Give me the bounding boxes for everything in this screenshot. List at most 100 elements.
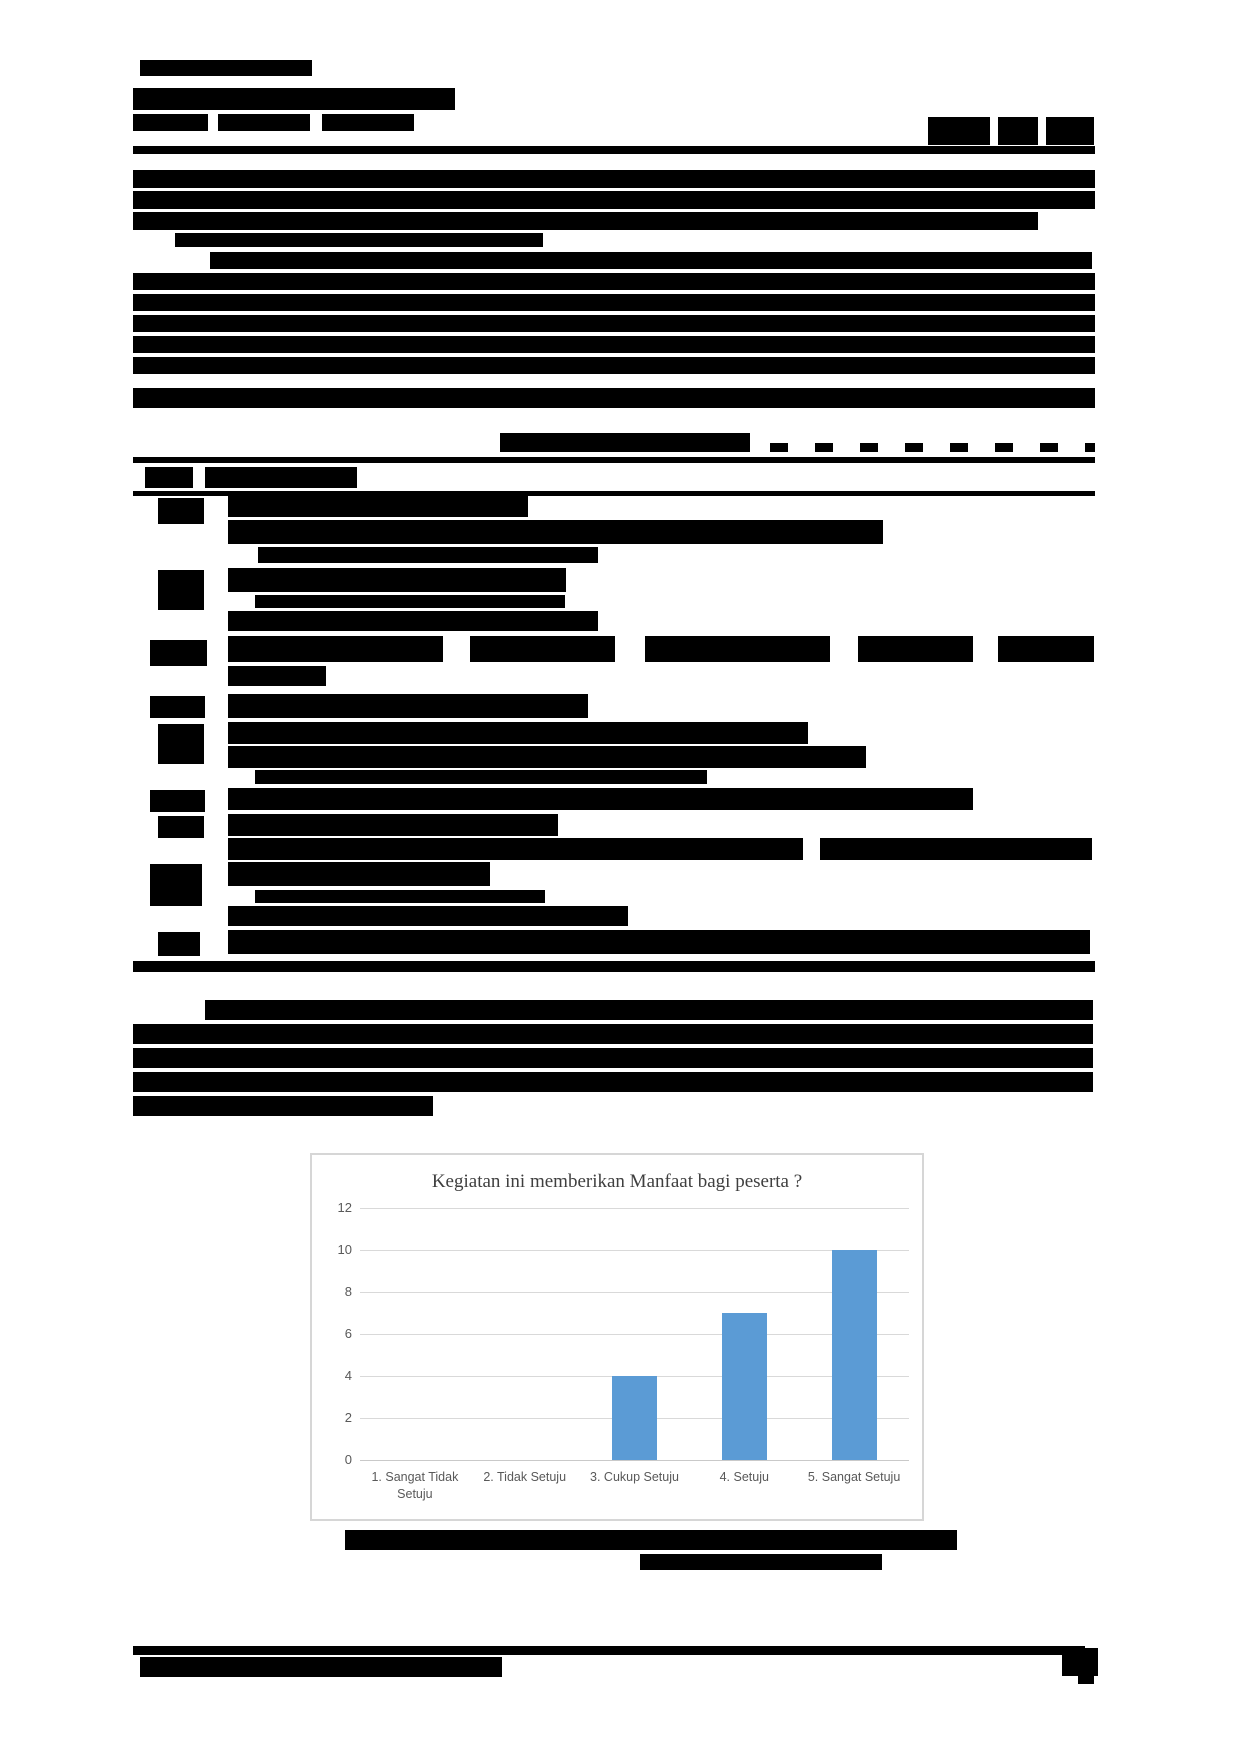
redacted-text-block (150, 864, 202, 906)
chart-title: Kegiatan ini memberikan Manfaat bagi pes… (431, 1171, 803, 1192)
redacted-text-block (205, 467, 357, 488)
y-axis-tick-label: 10 (337, 1242, 352, 1257)
redacted-text-block (133, 315, 1095, 332)
header-rule (133, 146, 1095, 154)
redacted-text-block (205, 1000, 1093, 1020)
redacted-text-block (228, 930, 1090, 954)
redacted-text-block (133, 1096, 433, 1116)
redacted-text-block (905, 443, 923, 452)
redacted-text-block (258, 547, 598, 563)
redacted-text-block (645, 636, 830, 662)
redacted-text-block (928, 117, 990, 145)
redacted-text-block (858, 636, 973, 662)
redacted-text-block (228, 746, 866, 768)
footer-rule (133, 1646, 1085, 1655)
redacted-text-block (470, 636, 615, 662)
redacted-text-block (158, 724, 204, 764)
redacted-text-block (998, 117, 1038, 145)
redacted-text-block (228, 666, 326, 686)
redacted-text-block (133, 336, 1095, 353)
redacted-heading-block (500, 433, 750, 452)
redacted-text-block (133, 1048, 1093, 1068)
redacted-text-block (1046, 117, 1094, 145)
redacted-text-block (150, 696, 205, 718)
y-axis-tick-label: 0 (344, 1452, 352, 1467)
redacted-text-block (995, 443, 1013, 452)
redacted-text-block (820, 838, 1092, 860)
redacted-page-number (1078, 1676, 1094, 1684)
redacted-text-block (228, 814, 558, 836)
bar-5 (831, 1250, 877, 1460)
redacted-text-block (228, 694, 588, 718)
redacted-text-block (860, 443, 878, 452)
redacted-text-block (228, 636, 443, 662)
y-axis-tick-label: 12 (337, 1200, 352, 1215)
redacted-text-block (133, 273, 1095, 290)
redacted-text-block (175, 233, 543, 247)
redacted-text-block (133, 388, 1095, 408)
redacted-text-block (150, 790, 205, 812)
redacted-caption-block (640, 1554, 882, 1570)
redacted-page-number (1062, 1648, 1098, 1676)
table-rule (133, 491, 1095, 496)
redacted-text-block (133, 114, 208, 131)
redacted-footer-text (140, 1657, 502, 1677)
x-axis-category-label: 4. Setuju (719, 1470, 769, 1484)
redacted-text-block (1040, 443, 1058, 452)
redacted-text-block (228, 838, 803, 860)
redacted-text-block (133, 1072, 1093, 1092)
redacted-text-block (815, 443, 833, 452)
x-axis-category-label: 5. Sangat Setuju (807, 1470, 901, 1484)
bar-4 (721, 1313, 767, 1460)
redacted-text-block (158, 498, 204, 524)
x-axis-category-label: 2. Tidak Setuju (483, 1470, 567, 1484)
redacted-text-block (133, 357, 1095, 374)
redacted-text-block (352, 96, 364, 105)
x-axis-line (360, 1460, 909, 1461)
redacted-text-block (770, 443, 788, 452)
redacted-text-block (133, 212, 1038, 230)
redacted-text-block (133, 88, 455, 110)
redacted-text-block (228, 495, 528, 517)
bar-3 (612, 1376, 657, 1460)
redacted-text-block (998, 636, 1094, 662)
gridline (360, 1334, 909, 1335)
redacted-text-block (133, 294, 1095, 311)
redacted-text-block (1085, 443, 1095, 452)
redacted-text-block (210, 252, 1092, 269)
redacted-text-block (950, 443, 968, 452)
redacted-text-block (158, 932, 200, 956)
redacted-text-block (228, 722, 808, 744)
redacted-text-block (255, 890, 545, 903)
x-axis-category-label: 3. Cukup Setuju (590, 1470, 679, 1484)
redacted-text-block (255, 595, 565, 608)
redacted-text-block (228, 520, 883, 544)
redacted-text-block (228, 568, 566, 592)
redacted-caption-block (345, 1530, 957, 1550)
redacted-text-block (218, 114, 310, 131)
redacted-text-block (228, 906, 628, 926)
y-axis-tick-label: 6 (344, 1326, 352, 1341)
y-axis-tick-label: 2 (344, 1410, 352, 1425)
redacted-text-block (228, 611, 598, 631)
table-rule (133, 457, 1095, 463)
x-axis-category-label: 1. Sangat Tidak Setuju (371, 1470, 459, 1501)
redacted-text-block (322, 114, 414, 131)
redacted-text-block (228, 862, 490, 886)
redacted-text-block (228, 788, 973, 810)
redacted-text-block (150, 640, 207, 666)
redacted-text-block (133, 170, 1095, 188)
redacted-text-block (140, 60, 312, 76)
gridline (360, 1292, 909, 1293)
y-axis-tick-label: 8 (344, 1284, 352, 1299)
y-axis-tick-label: 4 (344, 1368, 352, 1383)
gridline (360, 1208, 909, 1209)
gridline (360, 1250, 909, 1251)
redacted-text-block (158, 570, 204, 610)
table-bottom-rule (133, 961, 1095, 972)
redacted-text-block (133, 1024, 1093, 1044)
redacted-text-block (255, 770, 707, 784)
redacted-text-block (158, 816, 204, 838)
bar-chart: Kegiatan ini memberikan Manfaat bagi pes… (310, 1153, 924, 1521)
